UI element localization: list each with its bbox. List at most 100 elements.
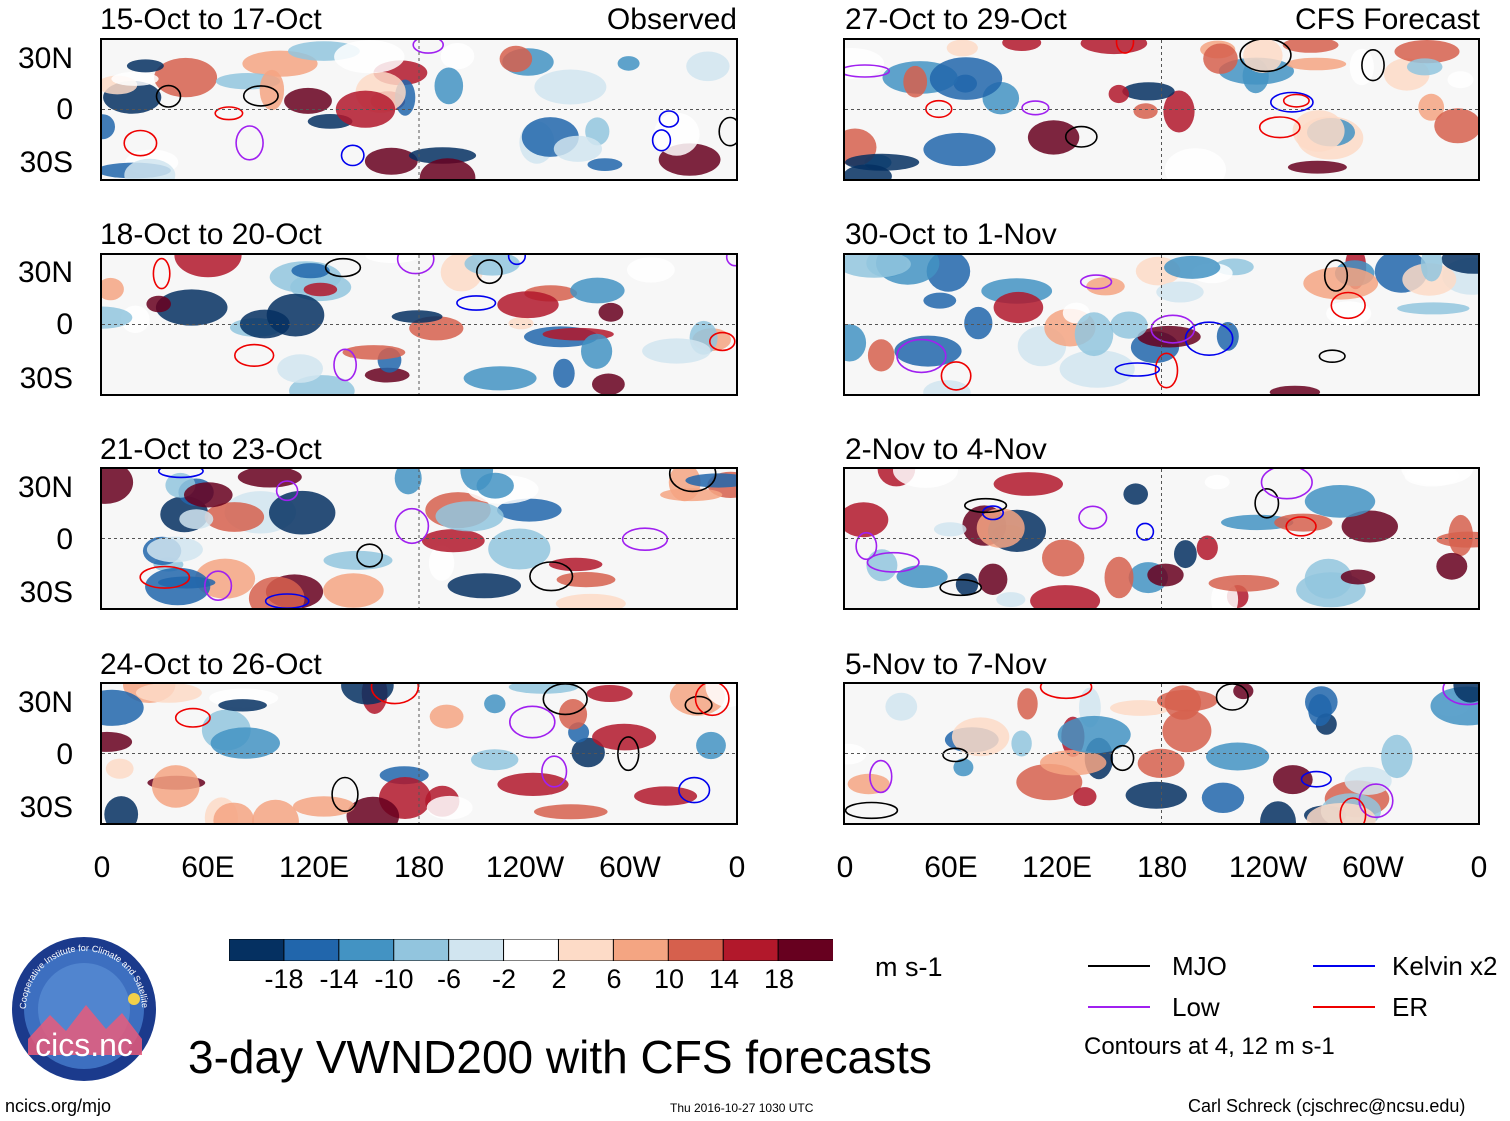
wind-anomaly-blob [218, 699, 267, 712]
map-panel-1 [100, 38, 738, 181]
wind-anomaly-blob [303, 282, 338, 297]
wave-contour [1184, 321, 1234, 356]
colorbar-units: m s-1 [875, 952, 943, 982]
wind-anomaly-blob [627, 257, 675, 283]
wave-contour [939, 578, 983, 597]
wave-contour [235, 125, 264, 161]
wind-anomaly-blob [586, 685, 633, 702]
lon-label-120e: 120E [278, 851, 350, 884]
lon-label-60w: 60W [1342, 851, 1404, 884]
wind-anomaly-blob [617, 56, 640, 71]
wind-anomaly-blob [866, 549, 898, 582]
wave-contour [1285, 516, 1317, 537]
wave-contour [214, 106, 244, 121]
wave-contour [529, 561, 574, 592]
wave-contour [1039, 684, 1093, 700]
wind-anomaly-blob [1104, 556, 1134, 599]
wave-contour [678, 776, 711, 804]
wave-contour [1361, 49, 1385, 82]
wave-contour [456, 295, 497, 311]
wind-anomaly-blob [1287, 160, 1347, 174]
wind-anomaly-blob [497, 291, 559, 319]
colorbar-swatches [228, 938, 835, 962]
colorbar-swatch [557, 938, 615, 962]
wave-contour [1323, 259, 1349, 292]
legend-label-kelvin: Kelvin x2 [1392, 951, 1498, 981]
panel-title-1: 15-Oct to 17-Oct [100, 3, 322, 36]
wind-anomaly-blob [346, 796, 400, 823]
wave-contour [1300, 770, 1332, 788]
wind-anomaly-blob [653, 112, 700, 156]
map-field [845, 40, 1478, 179]
lat-label-eq: 0 [56, 308, 73, 341]
wind-anomaly-blob [1017, 688, 1038, 720]
wind-anomaly-blob [1042, 539, 1085, 577]
wind-anomaly-blob [426, 795, 473, 820]
wind-anomaly-blob [845, 324, 867, 362]
wind-anomaly-blob [429, 704, 464, 729]
map-panel-2 [100, 253, 738, 396]
wave-contour [203, 570, 233, 601]
lat-label-30n: 30N [17, 256, 73, 289]
wave-contour [1150, 314, 1196, 344]
wind-anomaly-blob [1308, 694, 1332, 727]
colorbar-swatch [777, 938, 835, 962]
wind-anomaly-blob [1147, 563, 1184, 587]
wind-anomaly-blob [978, 563, 1008, 595]
wind-anomaly-blob [1110, 311, 1148, 339]
cics-logo[interactable]: Cooperative Institute for Climate and Sa… [8, 927, 158, 1083]
wind-anomaly-blob [885, 692, 918, 721]
wave-contour [139, 565, 191, 589]
map-panel-6 [843, 253, 1480, 396]
wind-anomaly-blob [1156, 281, 1204, 303]
colorbar [228, 938, 835, 962]
wind-anomaly-blob [1286, 57, 1347, 71]
wind-anomaly-blob [1011, 730, 1032, 757]
lat-label-30n: 30N [17, 42, 73, 75]
lat-label-30s: 30S [19, 791, 73, 824]
wind-anomaly-blob [364, 147, 418, 175]
wave-contour [940, 361, 972, 391]
wave-contour [1269, 91, 1314, 113]
wind-anomaly-blob [976, 508, 1025, 548]
colorbar-label-4: -6 [436, 964, 461, 994]
wind-anomaly-blob [323, 573, 384, 608]
wind-anomaly-blob [104, 796, 139, 823]
lat-label-30s: 30S [19, 146, 73, 179]
colorbar-swatch [283, 938, 340, 962]
wave-contour [694, 684, 730, 717]
wave-contour [684, 695, 713, 715]
wind-anomaly-blob [499, 45, 533, 73]
wind-anomaly-blob [642, 338, 711, 364]
wind-anomaly-blob [1341, 510, 1398, 543]
map-field [102, 469, 736, 608]
wind-anomaly-blob [1243, 40, 1283, 73]
colorbar-label-5: -2 [491, 964, 516, 994]
wind-anomaly-blob [996, 592, 1026, 608]
wind-anomaly-blob [259, 69, 285, 111]
wind-anomaly-blob [135, 684, 202, 703]
footer-timestamp: Thu 2016-10-27 1030 UTC [670, 1101, 814, 1115]
colorbar-label-3: -10 [374, 964, 414, 994]
footer-url[interactable]: ncics.org/mjo [5, 1096, 112, 1116]
wind-anomaly-blob [1123, 483, 1148, 505]
wind-anomaly-blob [896, 565, 948, 589]
wind-anomaly-blob [1340, 569, 1376, 585]
wave-contour [896, 338, 947, 374]
wind-anomaly-blob [1221, 514, 1294, 531]
wave-contour [275, 480, 299, 502]
wave-contour [651, 129, 672, 152]
wave-contour [475, 259, 503, 285]
wind-anomaly-blob [102, 689, 144, 726]
colorbar-label-9: 14 [708, 964, 740, 994]
panel-title-6: 30-Oct to 1-Nov [845, 218, 1057, 251]
lon-label-120w: 120W [1228, 851, 1308, 884]
wind-anomaly-blob [933, 522, 967, 537]
wind-anomaly-blob [923, 132, 996, 167]
wave-contour [845, 801, 899, 820]
wave-contour [1064, 125, 1098, 148]
wave-contour [718, 116, 736, 147]
wave-contour [1339, 797, 1367, 823]
colorbar-label-2: -14 [319, 964, 359, 994]
wave-contour [942, 747, 969, 763]
